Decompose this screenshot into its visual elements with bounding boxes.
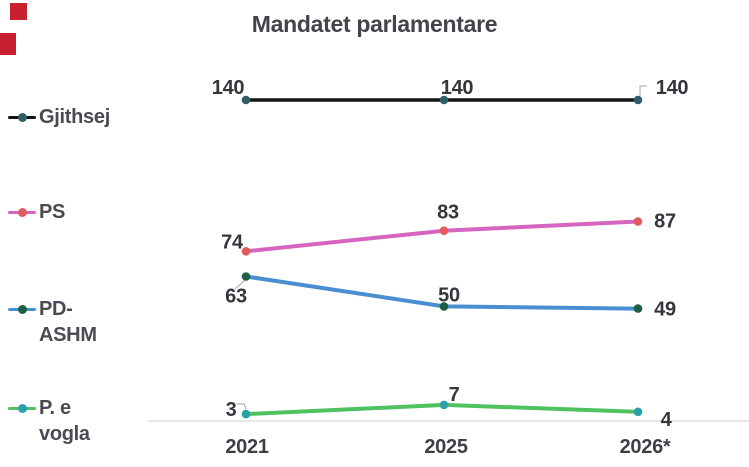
data-point-ps: [241, 247, 251, 256]
legend-label-line: PD-: [39, 298, 73, 320]
chart-legend: Gjithsej PS PD- ASHM P. e vogla: [0, 0, 200, 467]
legend-label: PS: [39, 199, 65, 225]
data-point-gjithsej: [439, 95, 449, 105]
data-point-ps: [439, 226, 449, 235]
legend-marker-icon: [8, 296, 36, 322]
data-point-pd-ashm: [439, 302, 449, 311]
value-label-ps: 74: [221, 231, 244, 253]
value-label-p-e-vogla: 7: [449, 384, 460, 406]
legend-label-line: vogla: [39, 423, 90, 445]
label-leader-line: [234, 279, 246, 290]
value-label-gjithsej: 140: [441, 77, 474, 99]
legend-dot: [17, 207, 27, 217]
legend-label: P. e vogla: [39, 395, 90, 447]
value-label-pd-ashm: 50: [438, 284, 460, 306]
legend-label-line: Gjithsej: [39, 106, 110, 128]
legend-label-line: ASHM: [39, 324, 97, 346]
legend-label: Gjithsej: [39, 104, 110, 130]
legend-marker-icon: [8, 104, 36, 130]
data-point-pd-ashm: [633, 304, 643, 313]
value-label-p-e-vogla: 3: [226, 399, 237, 421]
data-point-p-e-vogla: [241, 409, 251, 419]
label-leader-line: [237, 403, 247, 410]
value-label-ps: 87: [654, 211, 676, 233]
legend-dot: [17, 304, 27, 314]
x-axis-label: 2021: [225, 436, 268, 458]
data-point-gjithsej: [633, 95, 643, 105]
data-point-gjithsej: [241, 95, 251, 105]
value-label-gjithsej: 140: [656, 77, 689, 99]
legend-dot: [17, 112, 27, 122]
x-axis-label: 2026*: [620, 436, 671, 458]
series-line-ps: [244, 219, 640, 254]
legend-dot: [17, 403, 27, 413]
data-point-pd-ashm: [241, 272, 251, 281]
value-label-pd-ashm: 63: [225, 286, 247, 308]
data-point-ps: [633, 217, 643, 226]
legend-label-line: PS: [39, 201, 66, 223]
red-square-marker: [10, 3, 27, 20]
legend-label: PD- ASHM: [39, 296, 97, 348]
data-point-p-e-vogla: [633, 407, 643, 417]
legend-item-ps: PS: [8, 199, 65, 225]
chart-title: Mandatet parlamentare: [251, 11, 498, 37]
value-label-p-e-vogla: 4: [661, 409, 673, 431]
x-axis-label: 2025: [424, 436, 467, 458]
value-label-gjithsej: 140: [212, 77, 245, 99]
legend-marker-icon: [8, 395, 36, 421]
legend-item-gjithsej: Gjithsej: [8, 104, 110, 130]
legend-label-line: P. e: [39, 397, 71, 419]
data-point-p-e-vogla: [439, 400, 449, 410]
red-square-marker: [0, 33, 16, 55]
legend-marker-icon: [8, 199, 36, 225]
value-label-ps: 83: [437, 202, 459, 224]
value-label-pd-ashm: 49: [654, 299, 676, 321]
legend-item-pd-ashm: PD- ASHM: [8, 296, 97, 348]
label-leader-line: [639, 85, 647, 96]
legend-item-p-e-vogla: P. e vogla: [8, 395, 90, 447]
